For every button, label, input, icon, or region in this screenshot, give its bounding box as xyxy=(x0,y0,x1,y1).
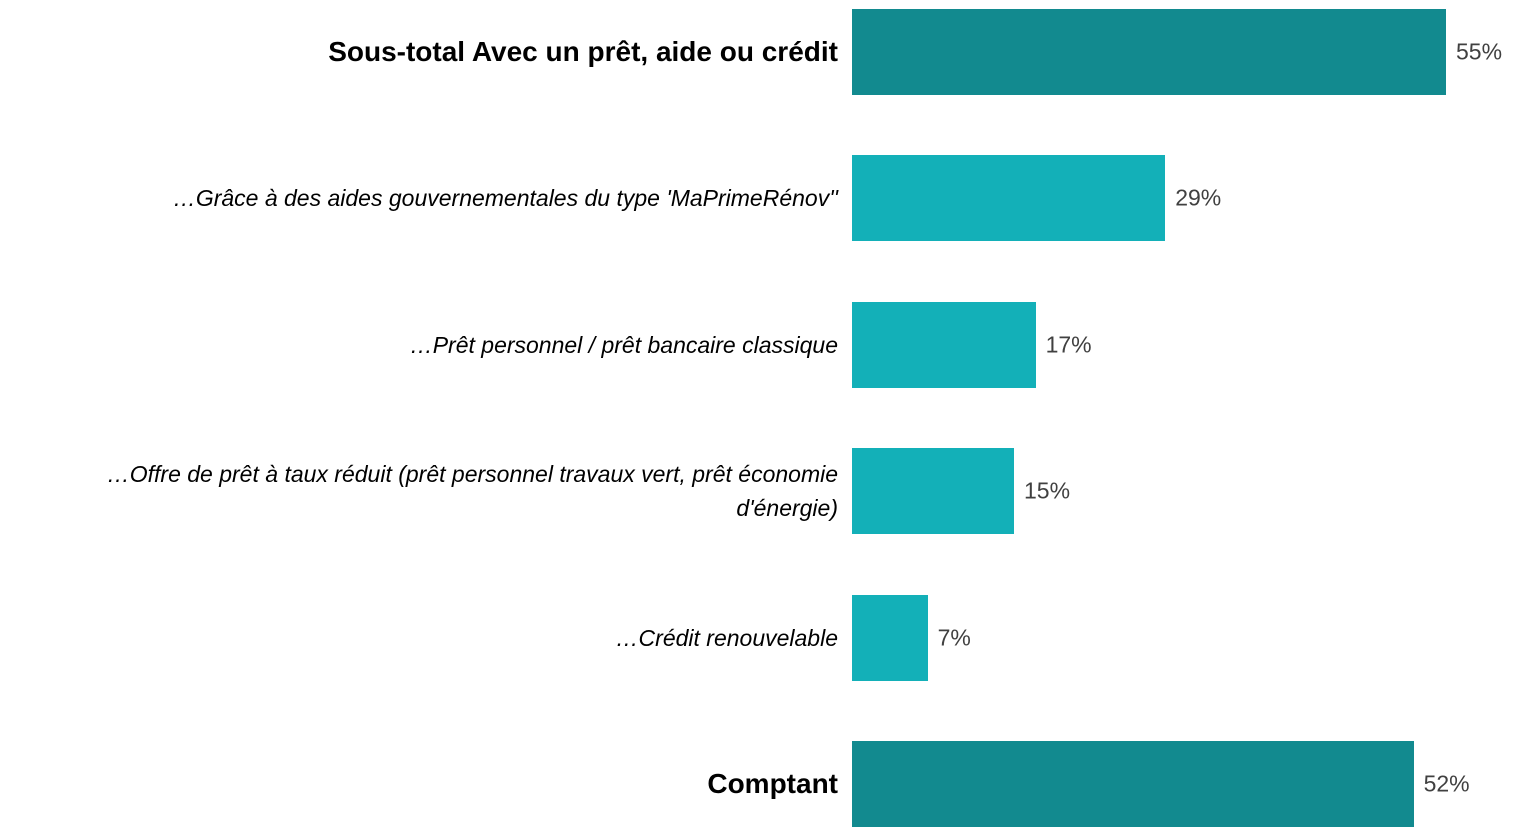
category-label: …Prêt personnel / prêt bancaire classiqu… xyxy=(409,331,838,358)
value-label: 52% xyxy=(1423,770,1470,797)
value-label: 15% xyxy=(1024,477,1071,504)
category-label: …Grâce à des aides gouvernementales du t… xyxy=(172,185,838,212)
category-label: Comptant xyxy=(707,768,838,799)
value-label: 55% xyxy=(1456,38,1503,65)
bar xyxy=(852,741,1414,827)
bar xyxy=(852,155,1166,242)
bar xyxy=(852,594,928,681)
bar xyxy=(852,301,1036,388)
category-label: …Offre de prêt à taux réduit (prêt perso… xyxy=(106,461,838,522)
value-label: 7% xyxy=(937,624,971,651)
value-label: 29% xyxy=(1175,184,1222,211)
bar xyxy=(852,9,1446,95)
value-label: 17% xyxy=(1045,331,1092,358)
category-label: Sous-total Avec un prêt, aide ou crédit xyxy=(328,36,838,67)
category-label: …Crédit renouvelable xyxy=(615,624,838,651)
bar xyxy=(852,448,1014,535)
